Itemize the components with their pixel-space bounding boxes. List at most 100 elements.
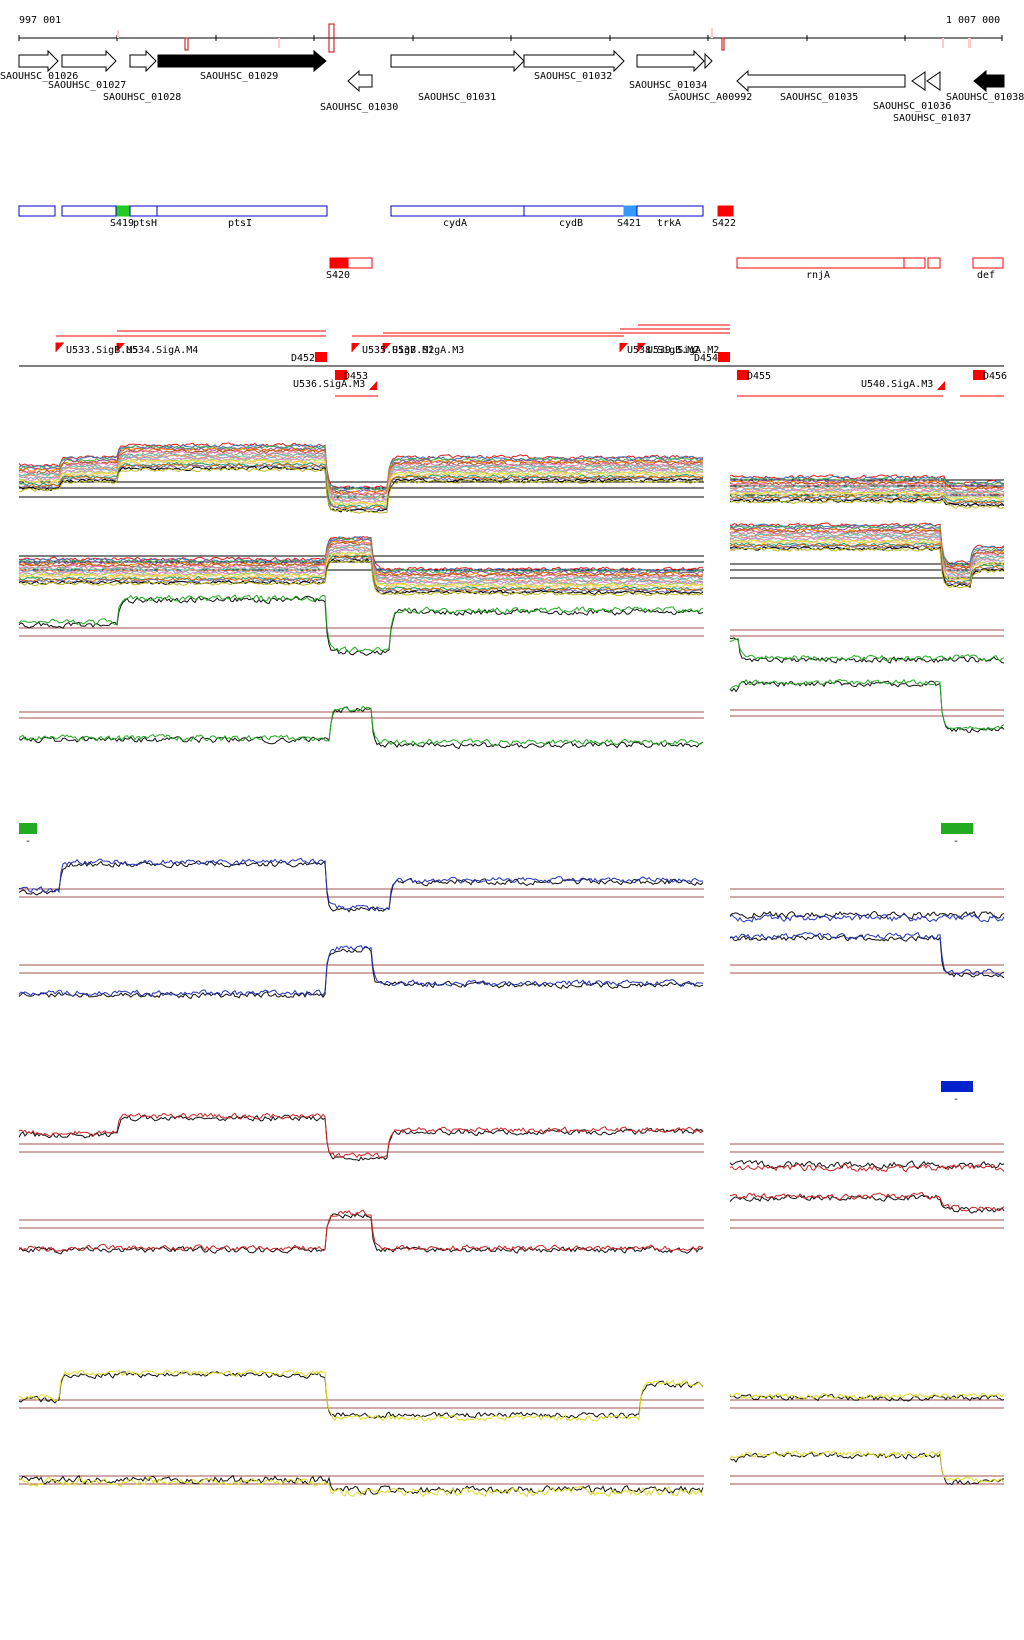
feature-box[interactable] [927, 257, 941, 269]
promoter-label: U537.SigA.M3 [392, 345, 464, 356]
feature-box[interactable] [903, 257, 926, 269]
expression-profile [729, 638, 1005, 662]
gene-arrow[interactable] [911, 71, 926, 91]
feature-box-cydB[interactable] [523, 205, 625, 217]
feature-box-ptsI[interactable] [156, 205, 328, 217]
expression-profile [18, 543, 704, 581]
expression-profile [729, 497, 1005, 508]
promoter-flag[interactable] [620, 343, 628, 352]
gene-label: SAOUHSC_01038 [946, 92, 1024, 103]
expression-profile [18, 467, 704, 514]
terminator-box[interactable] [315, 352, 327, 362]
expression-profile [729, 1160, 1005, 1170]
gene-label: SAOUHSC_01036 [873, 101, 951, 112]
gene-arrow[interactable] [926, 71, 941, 91]
terminator-box[interactable] [718, 352, 730, 362]
expression-profile [18, 464, 704, 512]
gene-arrow[interactable] [704, 52, 713, 70]
feature-box-s420[interactable] [329, 257, 349, 269]
gene-arrow[interactable] [736, 69, 906, 93]
gene-arrow[interactable] [973, 69, 1005, 93]
feature-box-rnjA[interactable] [736, 257, 905, 269]
expression-profile [18, 540, 704, 577]
gene-label: SAOUHSC_01029 [200, 71, 278, 82]
promoter-flag[interactable] [56, 343, 64, 352]
feature-box-s421[interactable] [623, 205, 638, 217]
expression-profile [18, 557, 704, 594]
feature-box-trkA[interactable] [636, 205, 704, 217]
promoter-flag[interactable] [638, 343, 646, 352]
expression-profile [729, 1194, 1005, 1214]
expression-profile [18, 1474, 704, 1496]
expression-profile [729, 530, 1005, 572]
feature-box-def[interactable] [972, 257, 1004, 269]
gene-arrow[interactable] [390, 49, 525, 73]
promoter-flag[interactable] [117, 343, 125, 352]
feature-box-ptsH[interactable] [129, 205, 158, 217]
feature-label: ptsI [228, 218, 252, 229]
expression-tracks [18, 442, 1005, 1498]
gene-arrow[interactable] [157, 49, 327, 73]
feature-box[interactable] [18, 205, 56, 217]
gene-label: SAOUHSC_01031 [418, 92, 496, 103]
plus-feature-track: S419 ptsH ptsI cydA cydB S421 trkA S422 [18, 205, 736, 229]
gene-label: SAOUHSC_01028 [103, 92, 181, 103]
feature-label: trkA [657, 218, 681, 229]
expression-profile [18, 546, 704, 584]
gene-arrow[interactable] [61, 49, 117, 73]
gene-arrow[interactable] [129, 49, 157, 73]
expression-profile [729, 499, 1005, 510]
expression-profile [18, 460, 703, 508]
promoter-flag[interactable] [369, 381, 377, 390]
expression-profile [729, 488, 1005, 499]
feature-box-s422[interactable] [717, 205, 734, 217]
feature-label: cydB [559, 218, 583, 229]
gene-labels: SAOUHSC_01026 SAOUHSC_01027 SAOUHSC_0102… [0, 71, 1024, 124]
expression-profile [18, 541, 704, 580]
expression-profile [729, 1450, 1005, 1483]
expression-profile [18, 550, 704, 588]
expression-profile [18, 1371, 704, 1419]
gene-arrow[interactable] [523, 49, 625, 73]
gene-label: SAOUHSC_01034 [629, 80, 707, 91]
feature-box-cydA[interactable] [390, 205, 525, 217]
expression-profile [729, 523, 1005, 566]
feature-label: S419 [110, 218, 134, 229]
terminator-label: D456 [983, 371, 1007, 382]
gene-arrow[interactable] [18, 49, 59, 73]
expression-profile [18, 463, 704, 510]
terminator-label: D452 [291, 353, 315, 364]
expression-profile [729, 1451, 1005, 1486]
legend-mark: - [25, 836, 31, 847]
feature-label: ptsH [133, 218, 157, 229]
feature-box[interactable] [347, 257, 373, 269]
terminator-box[interactable] [737, 370, 749, 380]
gene-arrow[interactable] [347, 69, 373, 93]
promoter-label: U538.SigB.M2 [627, 345, 699, 356]
promoter-flag[interactable] [937, 381, 945, 390]
feature-box-s419[interactable] [116, 205, 131, 217]
expression-profile [729, 487, 1005, 498]
promoter-flag[interactable] [383, 343, 391, 352]
expression-profile [18, 1476, 704, 1498]
terminator-box[interactable] [973, 370, 985, 380]
promoter-label: U534.SigA.M4 [126, 345, 198, 356]
gene-label: SAOUHSC_01037 [893, 113, 971, 124]
expression-profile [729, 540, 1005, 582]
gene-arrow[interactable] [636, 49, 705, 73]
expression-profile [19, 857, 704, 912]
minus-feature-track: S420 rnjA def [326, 257, 1004, 281]
expression-profile [18, 454, 704, 502]
promoter-label: U536.SigA.M3 [293, 379, 365, 390]
promoter-flag[interactable] [352, 343, 360, 352]
gene-label: SAOUHSC_01032 [534, 71, 612, 82]
feature-box[interactable] [61, 205, 117, 217]
expression-profile [18, 443, 704, 491]
terminator-box[interactable] [335, 370, 347, 380]
expression-profile [729, 1392, 1005, 1400]
expression-profile [18, 1369, 704, 1422]
feature-label: S420 [326, 270, 350, 281]
expression-profile [19, 455, 704, 502]
expression-profile [18, 594, 704, 653]
